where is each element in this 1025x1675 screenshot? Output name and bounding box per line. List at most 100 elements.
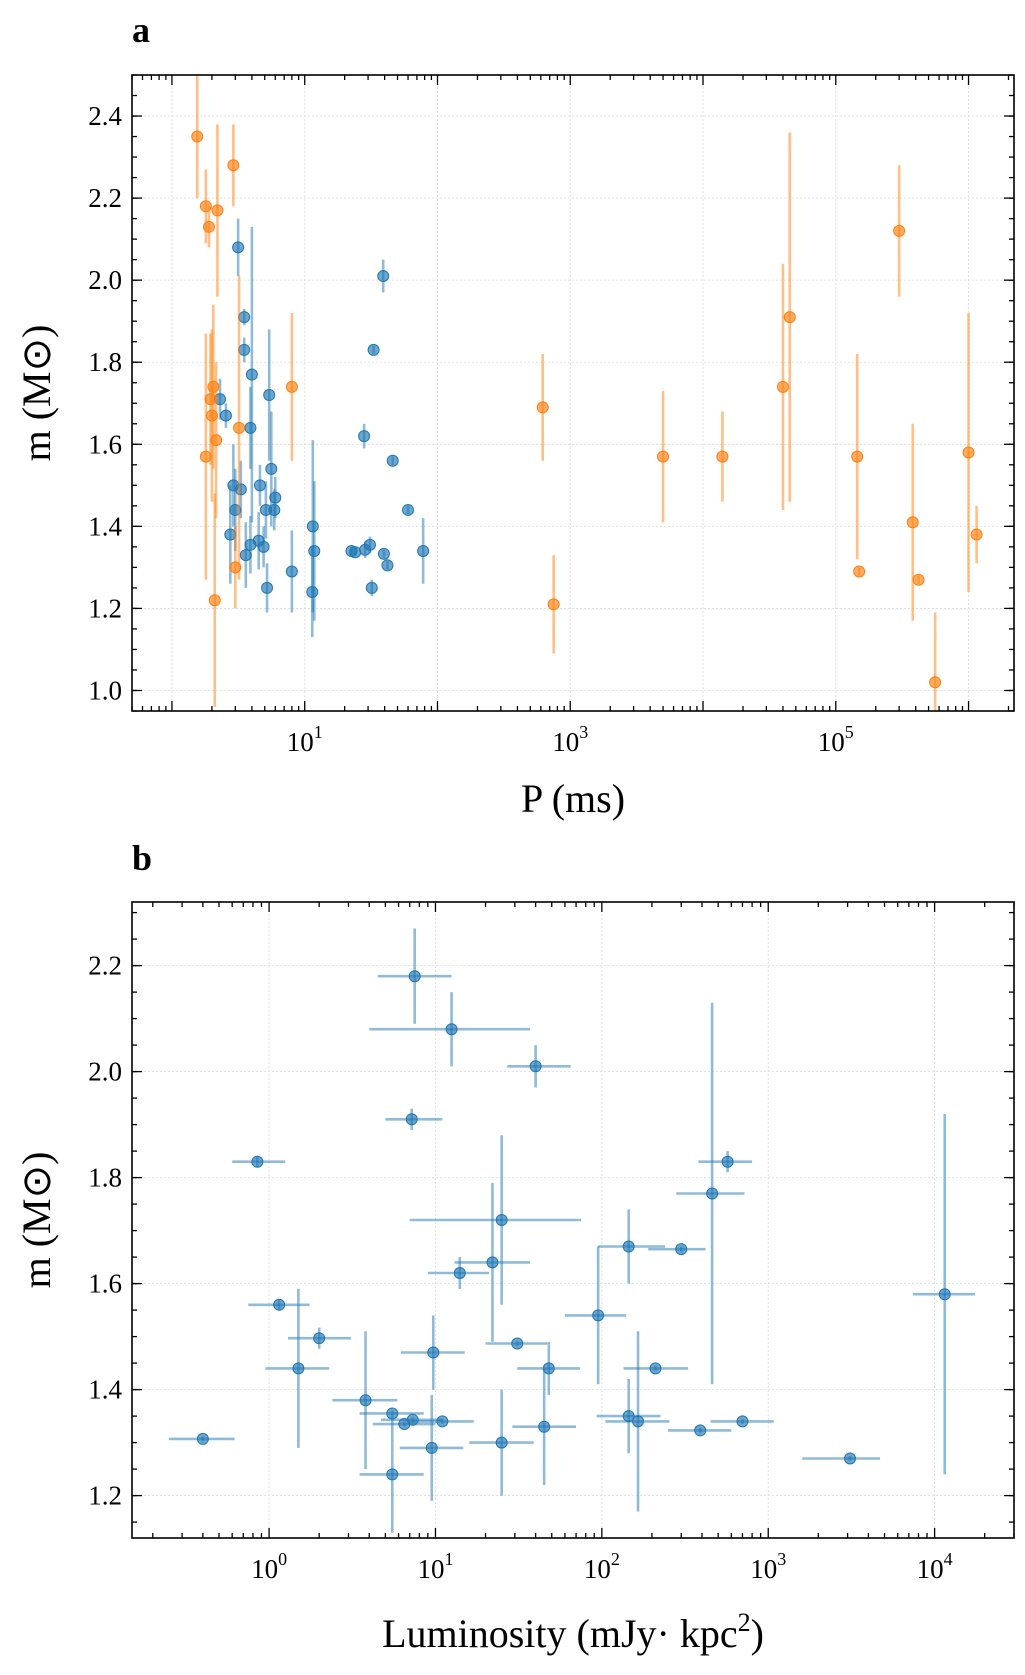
marker: [632, 1415, 645, 1428]
y-tick-label: 1.4: [88, 511, 122, 541]
y-tick-label: 2.0: [88, 1057, 122, 1087]
data-point: [233, 276, 246, 580]
data-point: [208, 493, 221, 707]
marker: [970, 528, 983, 541]
data-point: [377, 547, 390, 560]
marker: [232, 241, 245, 254]
data-point: [261, 563, 274, 613]
marker: [208, 594, 221, 607]
data-point: [912, 573, 925, 586]
x-tick-label-exponent: 3: [777, 1549, 786, 1569]
data-point: [851, 354, 864, 560]
data-point: [191, 75, 204, 199]
data-point: [676, 1002, 745, 1385]
marker: [716, 450, 729, 463]
marker: [239, 549, 252, 562]
x-tick-label-exponent: 4: [944, 1549, 953, 1569]
data-point: [205, 329, 218, 502]
x-tick-label-base: 10: [750, 1554, 777, 1584]
panel-a-grid: [132, 75, 1014, 711]
marker: [363, 538, 376, 551]
data-point: [263, 329, 276, 461]
marker: [721, 1155, 734, 1168]
data-point: [507, 1045, 571, 1088]
marker: [227, 159, 240, 172]
data-point: [199, 333, 212, 580]
data-point: [399, 1394, 464, 1501]
x-tick-label-base: 10: [818, 727, 845, 757]
marker: [843, 1452, 856, 1465]
data-point: [802, 1452, 881, 1465]
panel-a-frame: [131, 74, 1015, 712]
data-point: [485, 1337, 548, 1350]
marker: [261, 581, 274, 594]
marker: [202, 220, 215, 233]
marker: [427, 1346, 440, 1359]
data-point: [698, 1151, 753, 1173]
data-point: [369, 992, 531, 1067]
panel-a-marks: [191, 75, 983, 711]
marker: [436, 1415, 449, 1428]
y-tick-label: 1.0: [88, 675, 122, 705]
marker: [386, 454, 399, 467]
marker: [313, 1332, 326, 1345]
y-tick-label: 1.4: [88, 1375, 122, 1405]
marker: [257, 540, 270, 553]
marker: [398, 1418, 411, 1431]
marker: [251, 1155, 264, 1168]
x-tick-label-exponent: 1: [314, 722, 323, 742]
marker: [229, 561, 242, 574]
data-point: [245, 226, 258, 523]
data-point: [232, 1155, 286, 1168]
data-point: [332, 1331, 398, 1470]
data-point: [906, 423, 919, 621]
data-point: [259, 481, 272, 539]
data-point: [776, 263, 789, 510]
data-point: [229, 526, 242, 609]
data-point: [365, 579, 378, 597]
x-tick-label: 103: [750, 1549, 786, 1584]
marker: [265, 462, 278, 475]
marker: [233, 421, 246, 434]
data-point: [248, 1298, 310, 1311]
x-tick-label: 101: [417, 1549, 453, 1584]
data-point: [211, 124, 224, 297]
marker: [694, 1424, 707, 1437]
data-point: [648, 1243, 706, 1256]
data-point: [547, 555, 560, 654]
data-point: [912, 1114, 976, 1475]
marker: [536, 401, 549, 414]
data-point: [929, 612, 942, 711]
panel-b-x-axis-label-end: ): [751, 1611, 764, 1656]
y-tick-label: 1.6: [88, 1269, 122, 1299]
data-point: [285, 530, 298, 613]
data-point: [657, 390, 670, 523]
data-point: [168, 1432, 235, 1445]
panel-b-frame: [131, 901, 1015, 1539]
marker: [538, 1420, 551, 1433]
data-point: [853, 565, 866, 578]
marker: [245, 368, 258, 381]
data-point: [598, 1209, 666, 1284]
marker: [445, 1023, 458, 1036]
panel-a-x-axis-label: P (ms): [521, 776, 625, 821]
data-point: [409, 1135, 582, 1305]
marker: [211, 204, 224, 217]
data-point: [363, 536, 376, 554]
marker: [486, 1256, 499, 1269]
panel-b-y-axis-label: m (M⊙): [14, 1152, 59, 1289]
panel-b-letter: b: [132, 838, 152, 878]
marker: [736, 1415, 749, 1428]
x-tick-label: 100: [251, 1549, 287, 1584]
marker: [547, 598, 560, 611]
marker: [622, 1240, 635, 1253]
data-point: [536, 354, 549, 461]
data-point: [359, 1407, 424, 1420]
x-tick-label: 101: [287, 722, 323, 757]
y-tick-label: 1.2: [88, 1481, 122, 1511]
marker: [511, 1337, 524, 1350]
marker: [929, 676, 942, 689]
marker: [853, 565, 866, 578]
y-tick-label: 2.2: [88, 183, 122, 213]
